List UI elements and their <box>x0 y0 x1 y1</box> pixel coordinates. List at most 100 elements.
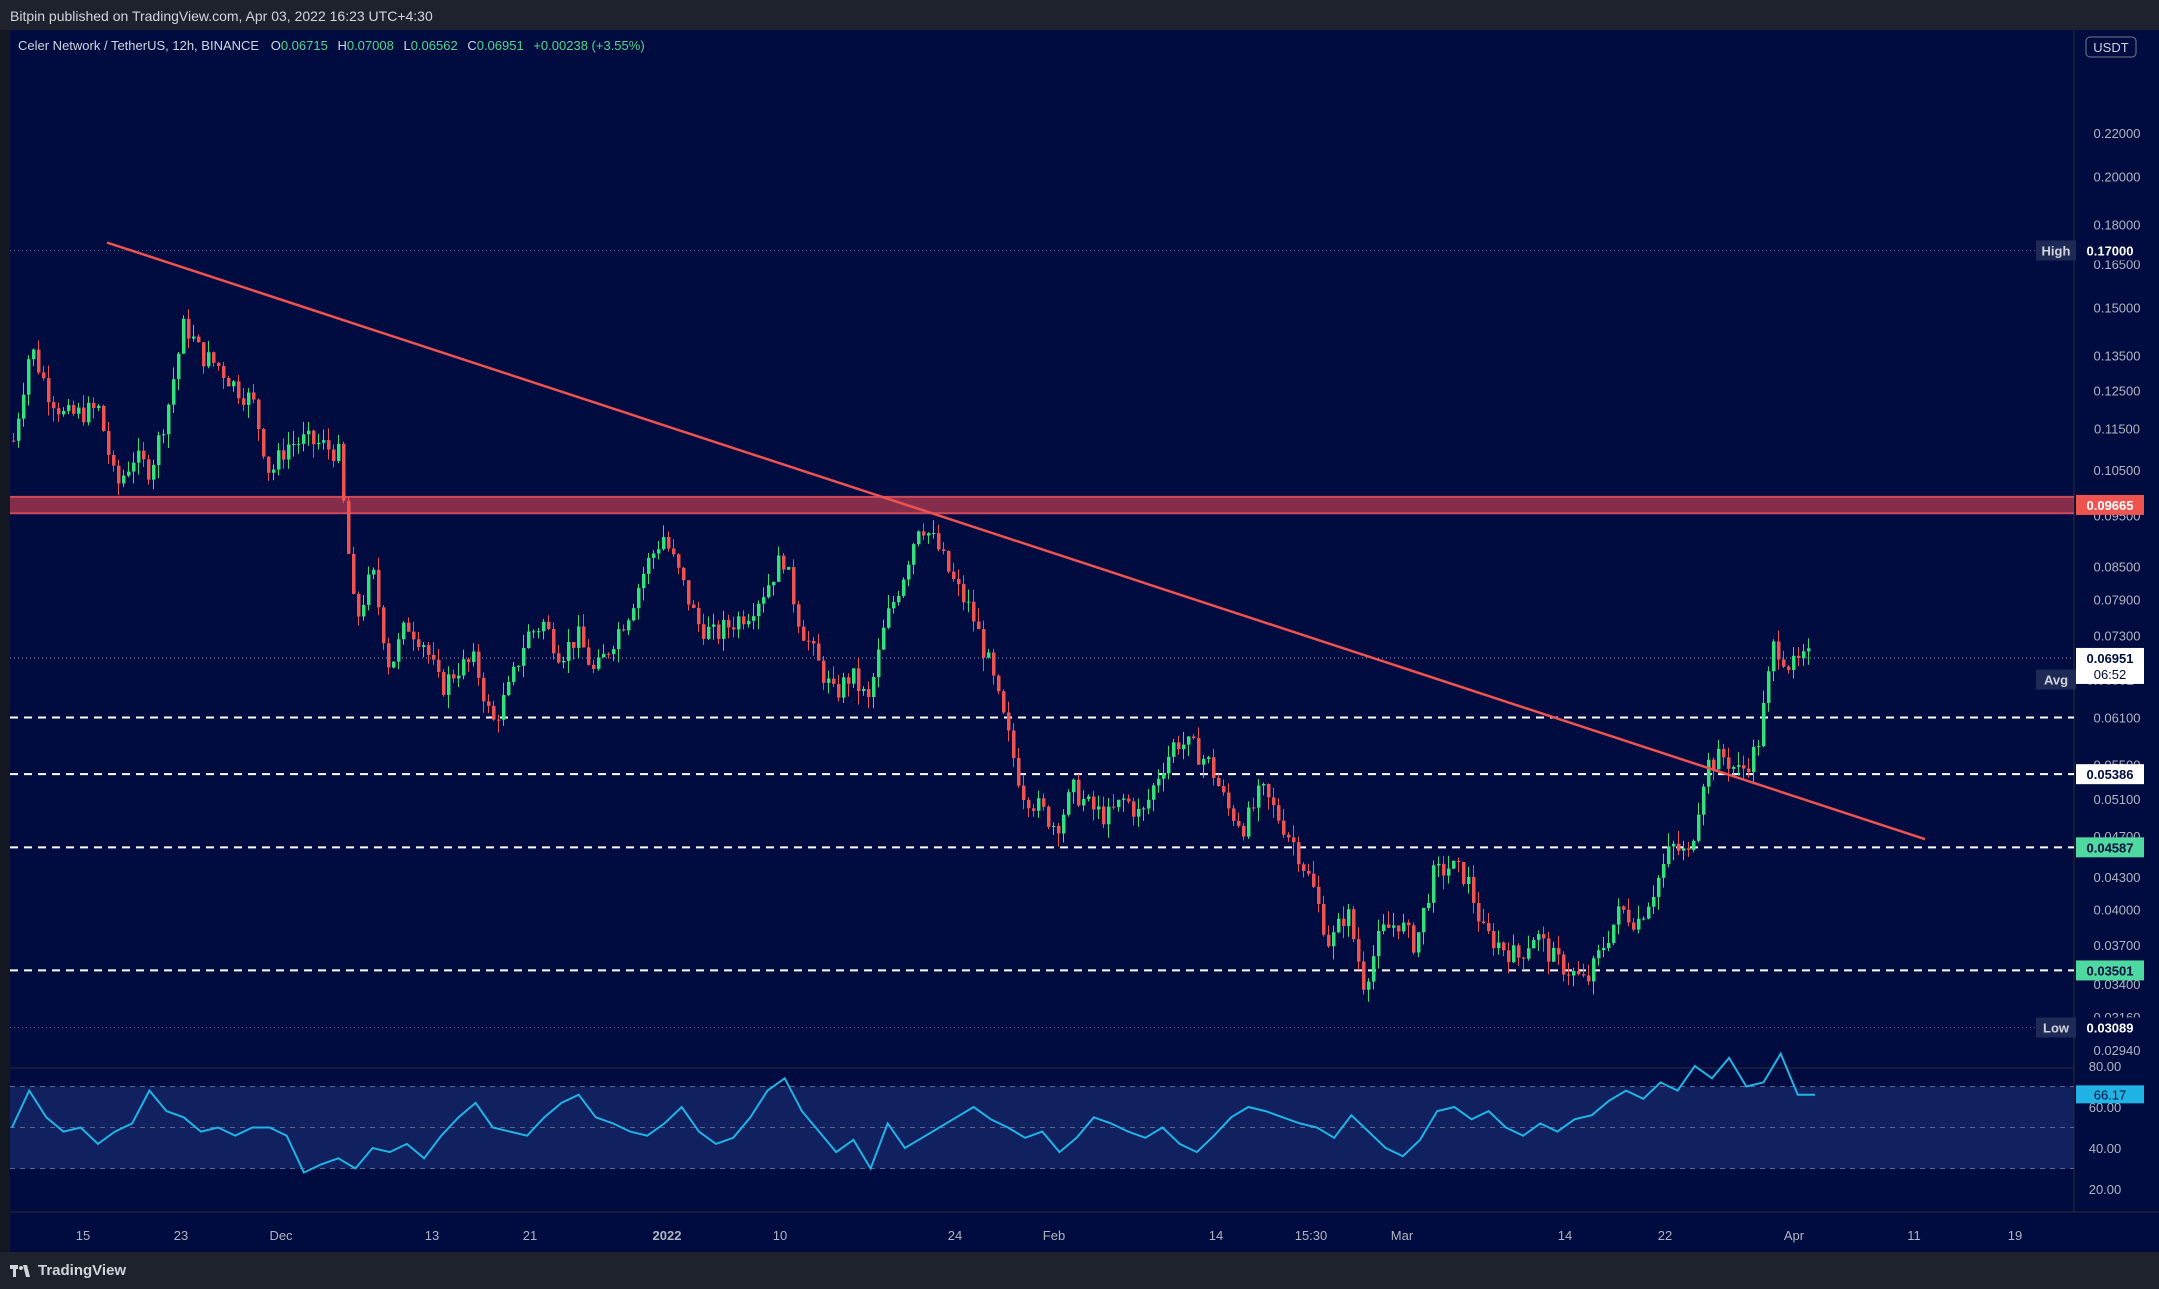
candle-body <box>1112 806 1116 808</box>
level-badge-text: 0.03501 <box>2087 963 2134 978</box>
candle-body <box>52 402 56 409</box>
candle-body <box>1752 746 1756 773</box>
candle-body <box>892 602 896 609</box>
high-badge: 0.17000 High <box>2036 240 2144 261</box>
candle-body <box>712 624 716 627</box>
candle-body <box>932 533 936 535</box>
candle-body <box>62 410 66 415</box>
candle-body <box>642 573 646 589</box>
time-tick-label: Feb <box>1043 1228 1065 1243</box>
candle-body <box>1347 909 1351 926</box>
candle-body <box>1627 909 1631 923</box>
candle-body <box>107 431 111 455</box>
candle-body <box>1077 779 1081 806</box>
price-chart[interactable]: 0.22000 0.20000 0.18000 0.16500 0.15000 0.135… <box>0 30 2159 1252</box>
candle-body <box>1712 759 1716 770</box>
high-badge-tag: High <box>2042 243 2071 258</box>
candle-body <box>352 553 356 594</box>
candle-body <box>872 677 876 698</box>
candle-body <box>122 475 126 484</box>
rsi-tick-label: 60.00 <box>2089 1100 2122 1115</box>
candle-body <box>1377 931 1381 957</box>
candle-body <box>722 619 726 639</box>
candle-body <box>1142 808 1146 810</box>
candle-body <box>77 407 81 414</box>
candle-body <box>1532 939 1536 949</box>
change-value: +0.00238 (+3.55%) <box>533 38 645 53</box>
trendline[interactable] <box>106 241 1926 841</box>
candle-body <box>922 531 926 536</box>
level-badge-text: 0.05386 <box>2087 767 2134 782</box>
candle-body <box>1417 932 1421 953</box>
candle-body <box>1467 876 1471 884</box>
candle-body <box>1212 757 1216 778</box>
price-tick-label: 0.11500 <box>2094 422 2140 437</box>
candle-body <box>1277 805 1281 821</box>
candle-body <box>392 661 396 668</box>
candle-body <box>147 459 151 480</box>
candle-body <box>1312 873 1316 887</box>
candle-body <box>1482 921 1486 924</box>
candle-body <box>1492 931 1496 949</box>
rsi-line <box>11 1051 1815 1174</box>
candle-body <box>1737 765 1741 767</box>
price-tick-label: 0.04000 <box>2094 903 2141 918</box>
candle-body <box>992 652 996 676</box>
candle-body <box>1667 846 1671 864</box>
level-badge: 0.03501 <box>2076 960 2144 981</box>
candle-body <box>1407 922 1411 926</box>
candle-body <box>1787 666 1791 670</box>
candle-body <box>1307 870 1311 874</box>
candle-body <box>632 608 636 621</box>
candle-body <box>1032 808 1036 811</box>
candle-body <box>727 619 731 628</box>
candle-body <box>1557 947 1561 955</box>
rsi-value-text: 66.17 <box>2094 1087 2127 1102</box>
candle-body <box>1512 945 1516 963</box>
symbol-name: Celer Network / TetherUS, 12h, BINANCE <box>18 38 260 53</box>
candle-body <box>1372 956 1376 982</box>
candle-body <box>1207 757 1211 759</box>
candle-body <box>247 392 251 405</box>
candle-body <box>792 567 796 605</box>
last-price-bg <box>2076 647 2144 684</box>
candle-body <box>827 678 831 683</box>
candle-body <box>1697 814 1701 841</box>
candle-body <box>487 701 491 706</box>
high-badge-bg <box>2076 240 2144 261</box>
candle-body <box>1137 809 1141 817</box>
price-tick-label: 0.07300 <box>2094 629 2141 644</box>
candle-body <box>1227 792 1231 809</box>
rsi-value-badge: 66.17 <box>2076 1085 2144 1104</box>
level-badge: 0.05386 <box>2076 764 2144 785</box>
candle-body <box>142 450 146 460</box>
candle-body <box>312 430 316 445</box>
candle-body <box>687 580 691 605</box>
candle-body <box>1502 942 1506 951</box>
currency-badge[interactable]: USDT <box>2085 36 2137 58</box>
price-tick-label: 0.03700 <box>2094 938 2141 953</box>
candle-body <box>1342 918 1346 926</box>
level-badge: 0.04587 <box>2076 837 2144 858</box>
candle-body <box>1037 798 1041 811</box>
candle-body <box>297 443 301 445</box>
avg-badge-tag-bg <box>2036 669 2076 690</box>
candle-body <box>377 569 381 608</box>
open-value: 0.06715 <box>280 38 328 53</box>
rsi-value-bg <box>2076 1085 2144 1104</box>
candle-body <box>952 571 956 580</box>
candle-body <box>937 533 941 550</box>
candle-body <box>1297 842 1301 865</box>
candle-body <box>1572 970 1576 976</box>
candle-body <box>1427 902 1431 908</box>
candle-body <box>47 378 51 403</box>
candle-body <box>1272 797 1276 806</box>
candle-body <box>292 444 296 446</box>
candle-body <box>1062 814 1066 834</box>
candle-body <box>1332 932 1336 947</box>
candle-body <box>422 645 426 648</box>
candle-body <box>1617 906 1621 925</box>
candle-body <box>847 677 851 684</box>
candle-body <box>302 434 306 444</box>
